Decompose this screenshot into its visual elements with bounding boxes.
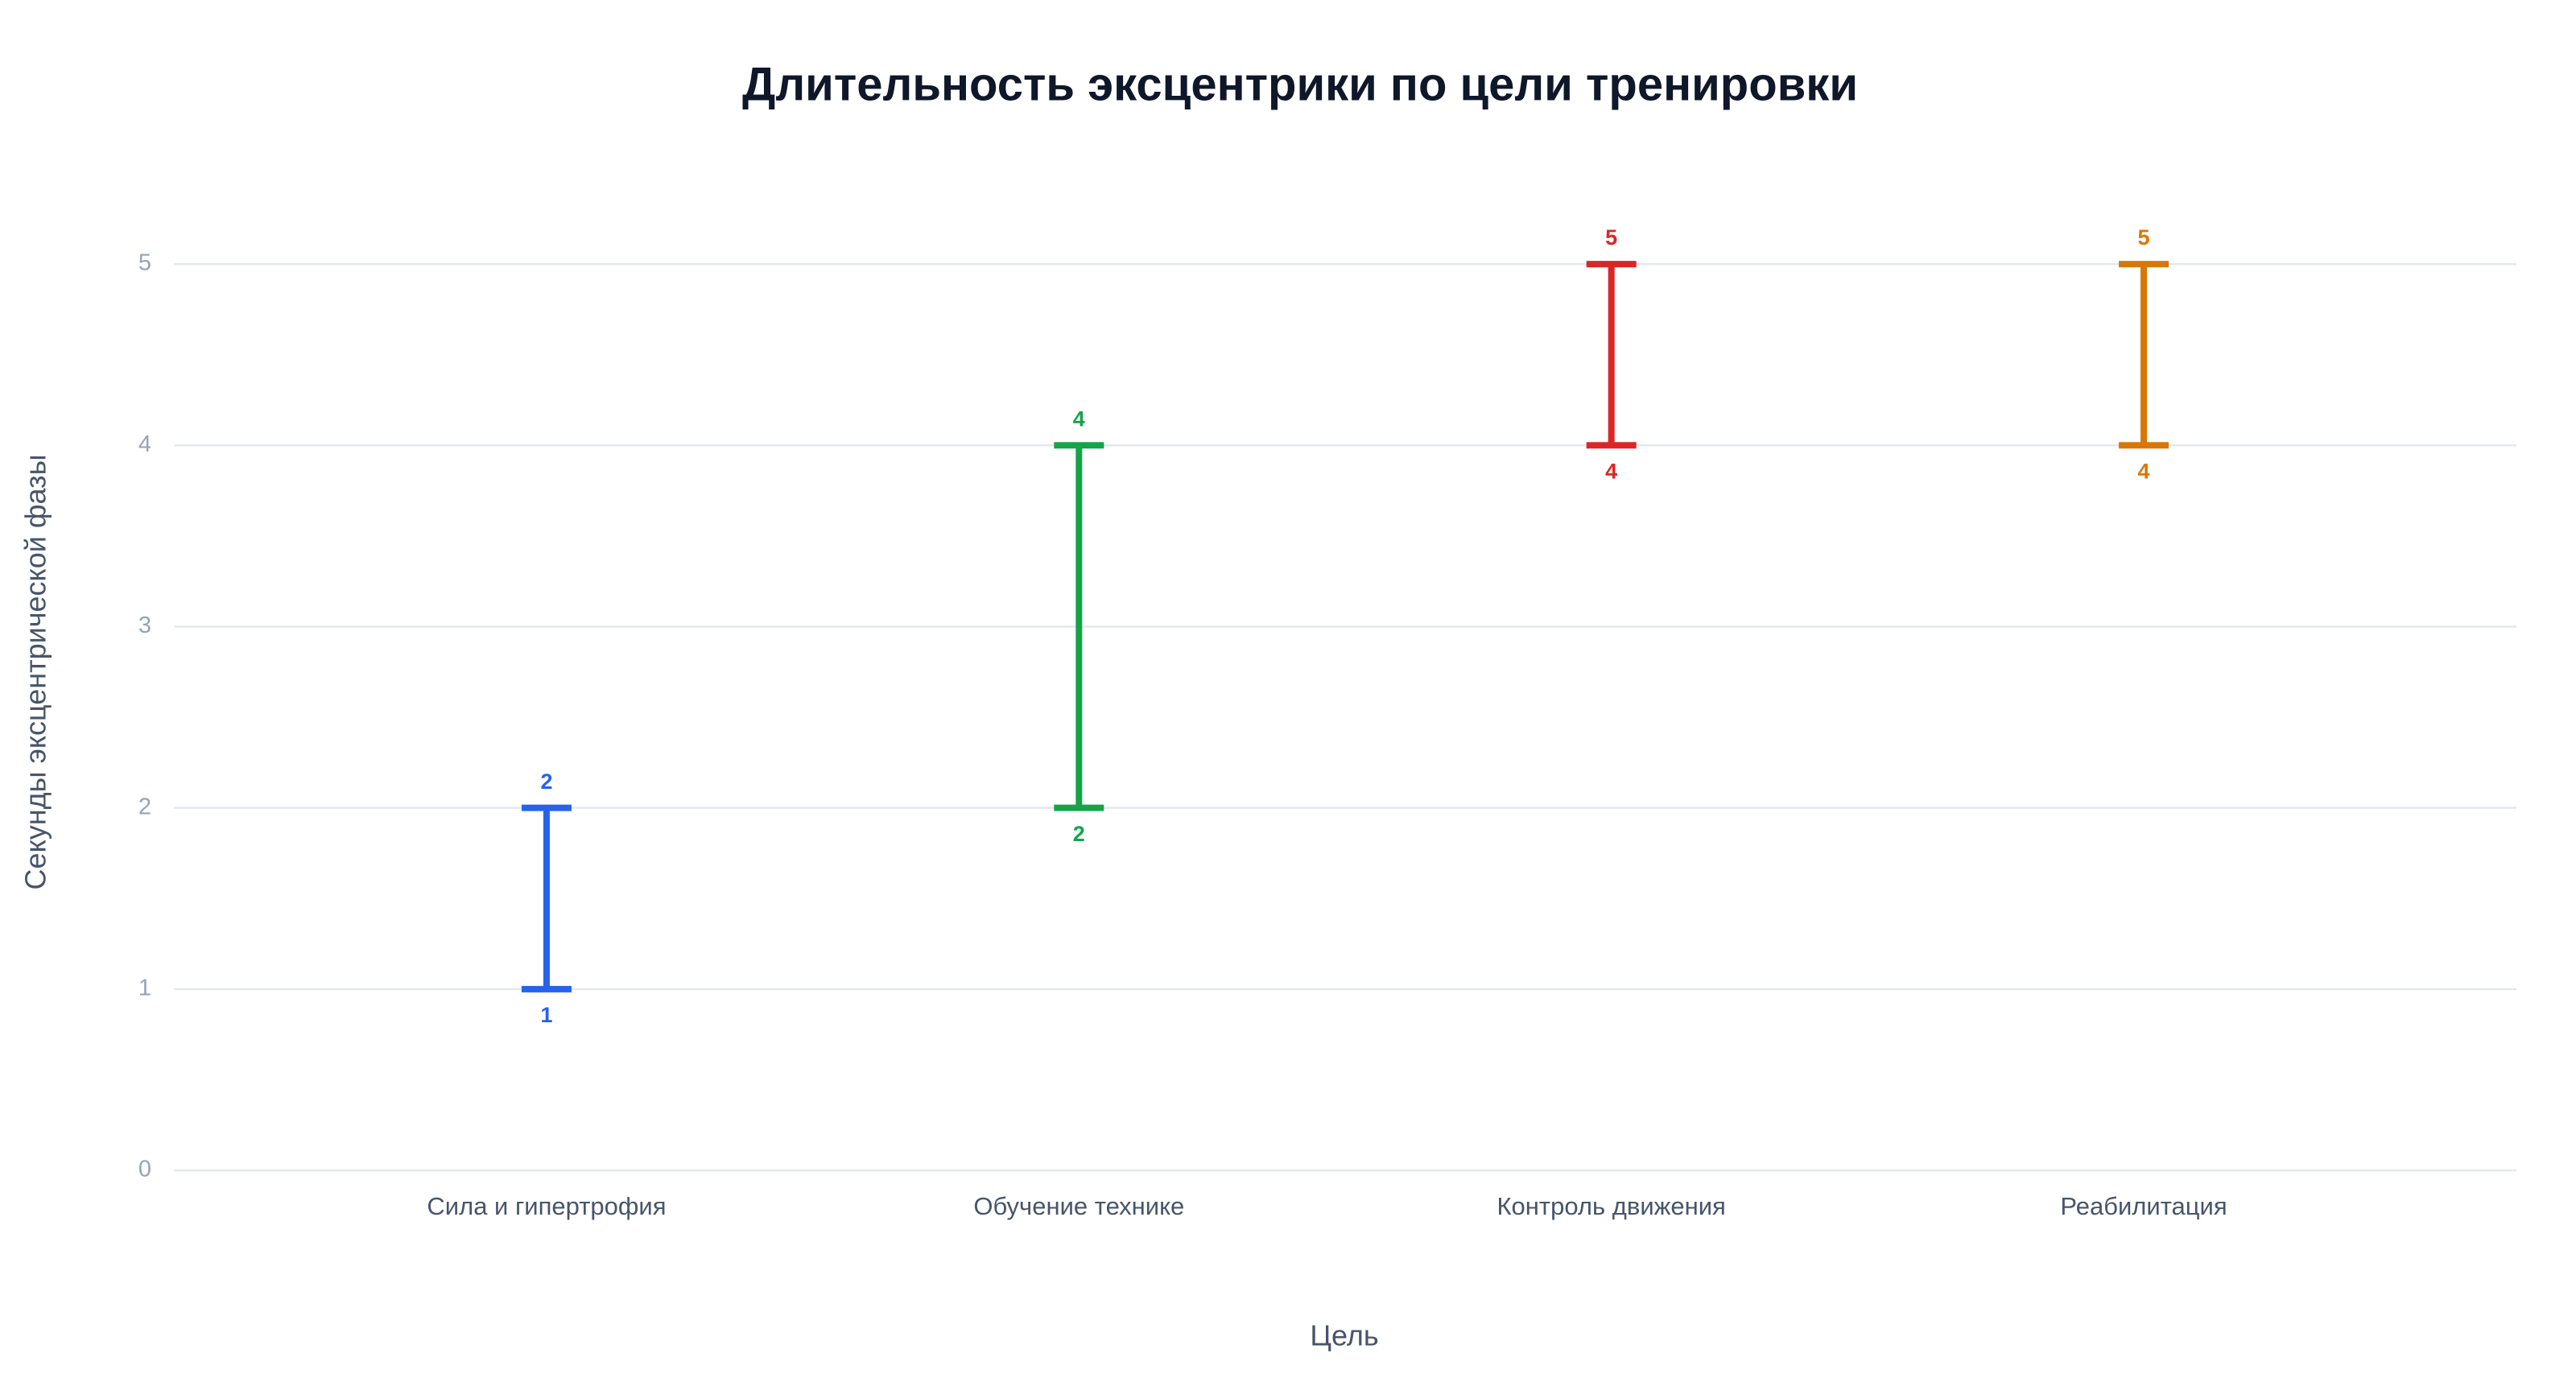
y-tick-label: 0 bbox=[138, 1157, 151, 1182]
x-tick-label: Обучение технике bbox=[973, 1192, 1184, 1220]
low-label: 4 bbox=[2138, 459, 2150, 483]
chart-title: Длительность эксцентрики по цели трениро… bbox=[742, 58, 1858, 110]
y-tick-label: 1 bbox=[138, 975, 151, 1001]
low-label: 4 bbox=[1605, 459, 1617, 483]
low-label: 1 bbox=[540, 1003, 552, 1027]
y-tick-label: 2 bbox=[138, 794, 151, 819]
x-tick-label: Сила и гипертрофия bbox=[427, 1192, 666, 1220]
high-label: 2 bbox=[540, 770, 552, 794]
high-label: 5 bbox=[2138, 225, 2150, 250]
high-label: 5 bbox=[1605, 225, 1617, 250]
y-tick-label: 3 bbox=[138, 613, 151, 638]
low-label: 2 bbox=[1073, 822, 1085, 846]
y-axis-title: Секунды эксцентрической фазы bbox=[19, 455, 52, 890]
y-tick-label: 4 bbox=[138, 431, 151, 457]
x-tick-label: Реабилитация bbox=[2060, 1192, 2227, 1220]
high-label: 4 bbox=[1073, 406, 1085, 431]
x-axis-title: Цель bbox=[1310, 1319, 1378, 1352]
y-tick-label: 5 bbox=[138, 250, 151, 276]
x-tick-label: Контроль движения bbox=[1497, 1192, 1726, 1220]
